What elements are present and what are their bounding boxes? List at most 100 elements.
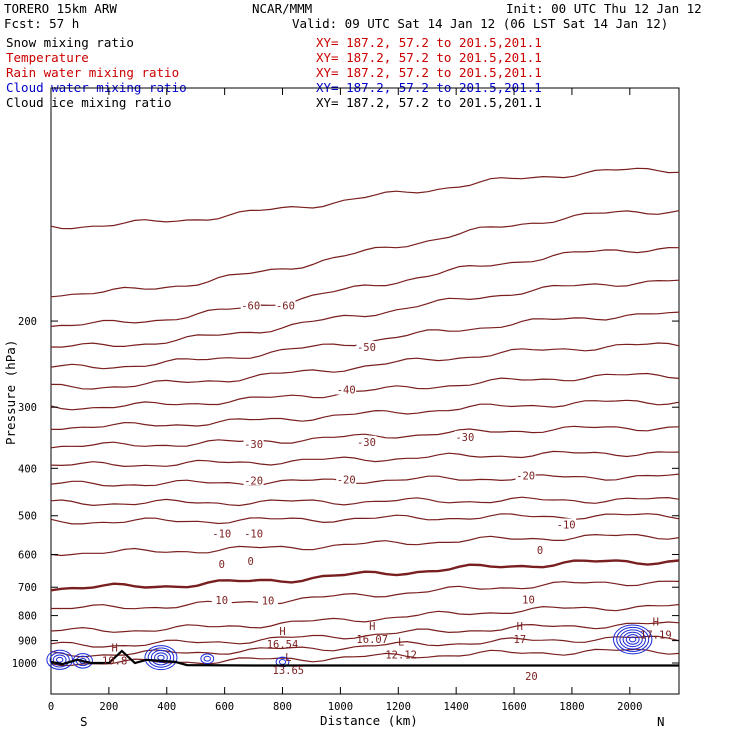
legend-label-cloud-ice: Cloud ice mixing ratio [6, 95, 172, 110]
pressure-center-value: 19.8 [102, 655, 127, 667]
contour-label: -10 [557, 519, 576, 531]
y-tick-label: 900 [18, 636, 37, 648]
contour-label-bg [240, 299, 261, 311]
isotherm-line [50, 167, 680, 230]
isotherm-line [50, 635, 680, 658]
contour-label: -20 [337, 475, 356, 487]
cloud-water-contour [628, 636, 637, 643]
pressure-center-value: 13.65 [273, 665, 305, 677]
pressure-center-value: 16.07 [356, 634, 388, 646]
contour-label: -10 [244, 528, 263, 540]
forecast-hour: Fcst: 57 h [4, 16, 79, 31]
cloud-water-contour [612, 624, 653, 655]
legend-xy-temperature: XY= 187.2, 57.2 to 201.5,201.1 [316, 50, 542, 65]
contour-label-bg [243, 438, 264, 450]
contour-label-bg [530, 544, 551, 556]
legend-xy-snow: XY= 187.2, 57.2 to 201.5,201.1 [316, 35, 542, 50]
contour-label-bg [336, 383, 357, 395]
pressure-center-value: 17 [514, 634, 527, 646]
pressure-center-value: 12.12 [385, 649, 417, 661]
contour-label: -40 [337, 384, 356, 396]
isotherm-line [50, 621, 680, 648]
isotherm-line [51, 399, 680, 430]
legend-xy-rain: XY= 187.2, 57.2 to 201.5,201.1 [316, 65, 542, 80]
isotherm-line [50, 372, 680, 411]
isotherm-line [50, 279, 680, 348]
contour-label: -30 [244, 439, 263, 451]
pressure-center-type: H [279, 626, 285, 638]
isotherm-line [50, 425, 680, 449]
x-tick-label: 1000 [328, 701, 353, 713]
cloud-water-contour [46, 649, 73, 670]
isotherm-line [51, 580, 680, 610]
x-tick-label: 0 [48, 701, 54, 713]
isotherm-line [50, 210, 680, 298]
contour-label: 0 [537, 545, 543, 557]
contour-label: -20 [516, 471, 535, 483]
contour-label: -10 [212, 528, 231, 540]
contour-label: -30 [357, 437, 376, 449]
x-tick-label: 400 [157, 701, 176, 713]
x-tick-label: 1800 [559, 701, 584, 713]
endpoint-left: S [80, 714, 88, 729]
legend-label-rain: Rain water mixing ratio [6, 65, 179, 80]
plot-frame [50, 87, 680, 695]
contour-label-bg [211, 557, 232, 569]
contour-label-bg [336, 473, 357, 485]
legend-label-temperature: Temperature [6, 50, 89, 65]
contour-label-bg [211, 594, 232, 606]
contour-label: 10 [522, 594, 535, 606]
cloud-water-contour [278, 659, 287, 665]
y-tick-label: 800 [18, 611, 37, 623]
legend-label-snow: Snow mixing ratio [6, 35, 134, 50]
y-tick-label: 700 [18, 582, 37, 594]
x-tick-label: 1200 [386, 701, 411, 713]
org-label: NCAR/MMM [252, 1, 312, 16]
model-title: TORERO 15km ARW [4, 1, 117, 16]
pressure-center-value: 17.19 [640, 629, 672, 641]
cloud-water-contour [144, 645, 178, 671]
isotherm-line [50, 603, 680, 633]
contour-label: 0 [219, 559, 225, 571]
contour-label: -60 [241, 301, 260, 313]
contour-label: 20 [525, 671, 538, 683]
y-tick-label: 1000 [12, 658, 37, 670]
pressure-center-type: H [112, 642, 118, 654]
contour-label: -20 [244, 476, 263, 488]
contour-label: 0 [248, 556, 254, 568]
cloud-water-contour [49, 652, 70, 668]
contour-label-bg [356, 341, 377, 353]
terrain-line [50, 649, 679, 667]
isotherm-line [50, 496, 680, 507]
pressure-center-type: L [398, 636, 404, 648]
pressure-center-type: H [517, 621, 523, 633]
pressure-center-type: H [369, 621, 375, 633]
x-axis-title: Distance (km) [320, 713, 418, 728]
cloud-water-contour [616, 626, 650, 652]
cloud-water-contour [625, 634, 640, 645]
contour-label: -60 [276, 301, 295, 313]
y-tick-label: 200 [18, 316, 37, 328]
contour-label: 10 [215, 595, 228, 607]
pressure-center-type: H [653, 616, 659, 628]
pressure-center-type: L [285, 652, 291, 664]
cloud-water-contour [154, 652, 168, 663]
valid-time: Valid: 09 UTC Sat 14 Jan 12 (06 LST Sat … [292, 16, 668, 31]
cloud-water-contour [619, 629, 646, 650]
y-tick-label: 600 [18, 549, 37, 561]
cloud-water-contour [150, 649, 172, 666]
cloud-water-contour [157, 654, 165, 661]
x-tick-label: 200 [99, 701, 118, 713]
cloud-water-contour [55, 656, 64, 663]
contour-label-group: -60 -60 -50 -40 -30 -30 -30 -20 -20 -20 -10 -10 -10 0… [211, 299, 577, 683]
contour-label-bg [356, 435, 377, 447]
y-axis-title: Pressure (hPa) [3, 340, 18, 445]
endpoint-right: N [657, 714, 665, 729]
isotherm-line [50, 559, 680, 592]
isotherm-line [50, 473, 680, 487]
isotherm-line [50, 342, 680, 390]
legend: Snow mixing ratio XY= 187.2, 57.2 to 201… [6, 35, 542, 110]
contour-label: 10 [262, 596, 275, 608]
